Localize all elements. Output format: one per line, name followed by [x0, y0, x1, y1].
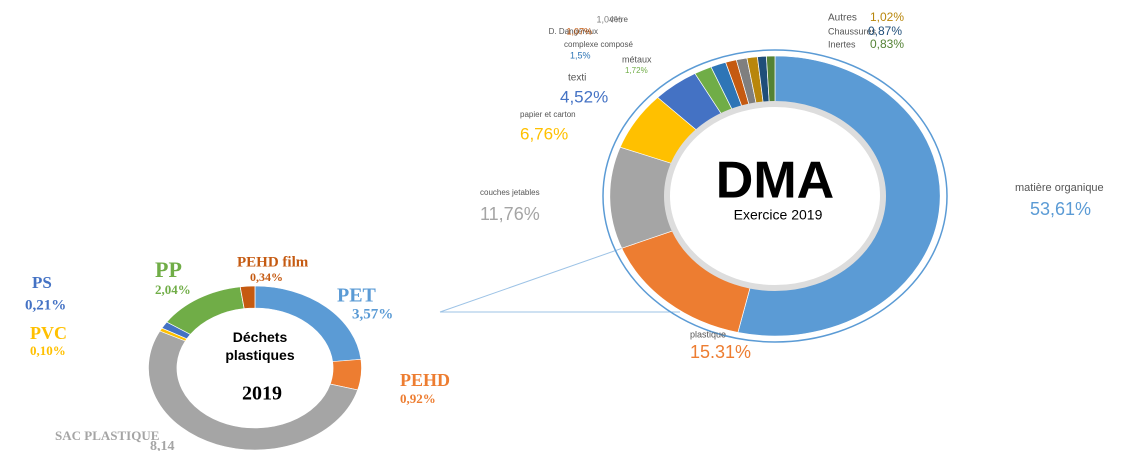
category-label: D. Dangereux: [549, 27, 598, 36]
category-label: PEHD film: [237, 254, 309, 270]
value-label: 0,92%: [400, 391, 436, 406]
value-label: 0,21%: [25, 297, 66, 313]
slice: [239, 285, 256, 309]
category-label: PS: [32, 273, 52, 292]
chart-subtitle: 2019: [242, 383, 282, 405]
category-label: SAC PLASTIQUE: [55, 428, 159, 443]
value-label: 4,52%: [560, 87, 608, 106]
category-label: PP: [155, 257, 182, 282]
category-label: PVC: [30, 323, 67, 343]
value-label: 53,61%: [1030, 199, 1091, 219]
value-label: 6,76%: [520, 124, 568, 143]
value-label: 3,57%: [352, 306, 393, 322]
value-label: 15.31%: [690, 342, 751, 362]
category-label: verre: [610, 15, 629, 24]
category-label: plastique: [690, 329, 726, 339]
chart-title: Déchets plastiques: [225, 329, 295, 363]
value-label: 1,02%: [870, 10, 904, 24]
value-label: 1,07%: [566, 26, 592, 36]
value-label: 0,34%: [250, 270, 283, 284]
value-label: 1,5%: [570, 50, 591, 60]
value-label: 0,87%: [868, 24, 902, 38]
value-label: 0,10%: [30, 343, 66, 358]
outer-ring: [602, 49, 948, 343]
value-label: 8,14: [150, 439, 175, 451]
category-label: couches jetables: [480, 188, 540, 197]
chart-title: DMA: [716, 152, 834, 210]
category-label: Inertes: [828, 39, 856, 49]
category-label: Chaussures: [828, 26, 877, 36]
category-label: PET: [337, 285, 377, 307]
category-label: matière organique: [1015, 182, 1104, 194]
category-label: complexe composé: [564, 40, 633, 49]
center-disc: [664, 101, 886, 291]
value-label: 11,76%: [480, 204, 540, 224]
value-label: 1,04%: [596, 14, 622, 24]
dma-donut: [609, 55, 941, 337]
value-label: 0,83%: [870, 37, 904, 51]
category-label: texti: [568, 73, 586, 84]
slice: [148, 330, 359, 451]
category-label: PEHD: [400, 370, 450, 390]
value-label: 1,72%: [625, 66, 648, 75]
value-label: 2,04%: [155, 282, 191, 297]
chart-subtitle: Exercice 2019: [734, 207, 823, 223]
plastic-donut: [148, 285, 362, 451]
category-label: métaux: [622, 54, 652, 64]
category-label: papier et carton: [520, 110, 576, 119]
category-label: Autres: [828, 13, 857, 24]
